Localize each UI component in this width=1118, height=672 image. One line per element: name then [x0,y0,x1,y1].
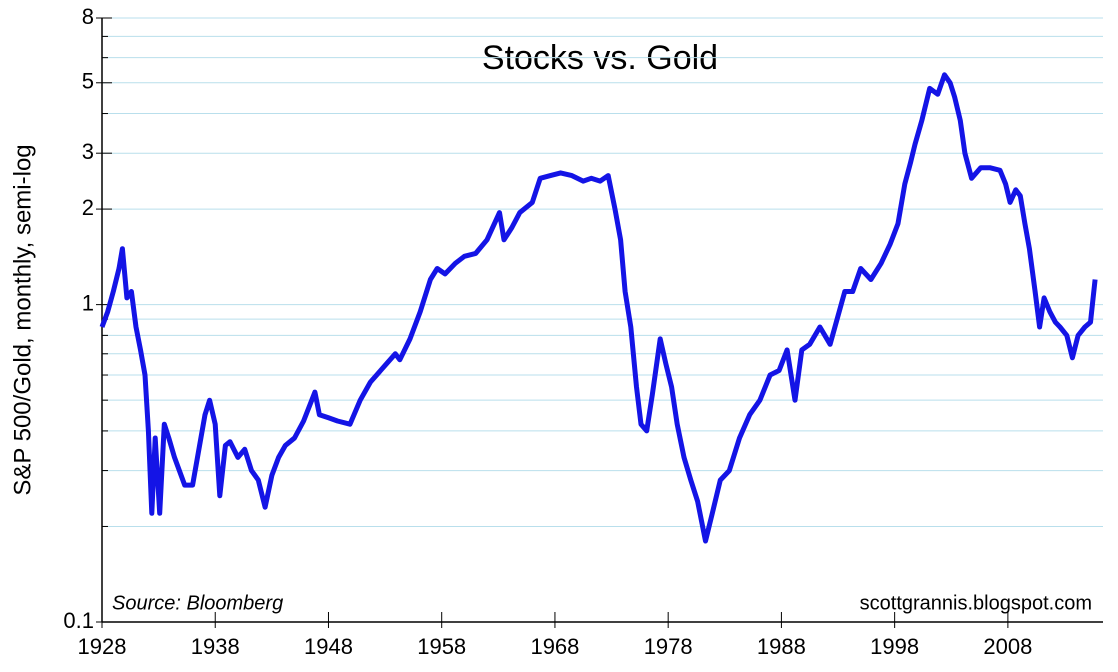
y-axis-label: S&P 500/Gold, monthly, semi-log [9,144,36,495]
x-tick-label: 1968 [530,634,579,659]
x-tick-label: 1928 [78,634,127,659]
x-tick-label: 1948 [304,634,353,659]
x-tick-label: 1998 [870,634,919,659]
y-tick-label: 0.1 [63,608,94,633]
credit-note: scottgrannis.blogspot.com [860,592,1092,614]
source-note: Source: Bloomberg [112,592,283,614]
x-tick-label: 1988 [757,634,806,659]
x-tick-label: 2008 [983,634,1032,659]
y-tick-label: 5 [82,69,94,94]
y-tick-label: 3 [82,139,94,164]
y-tick-label: 1 [82,290,94,315]
x-tick-label: 1958 [417,634,466,659]
x-tick-label: 1938 [191,634,240,659]
y-tick-label: 2 [82,195,94,220]
data-line [99,72,1098,544]
y-tick-label: 8 [82,4,94,29]
x-tick-label: 1978 [644,634,693,659]
